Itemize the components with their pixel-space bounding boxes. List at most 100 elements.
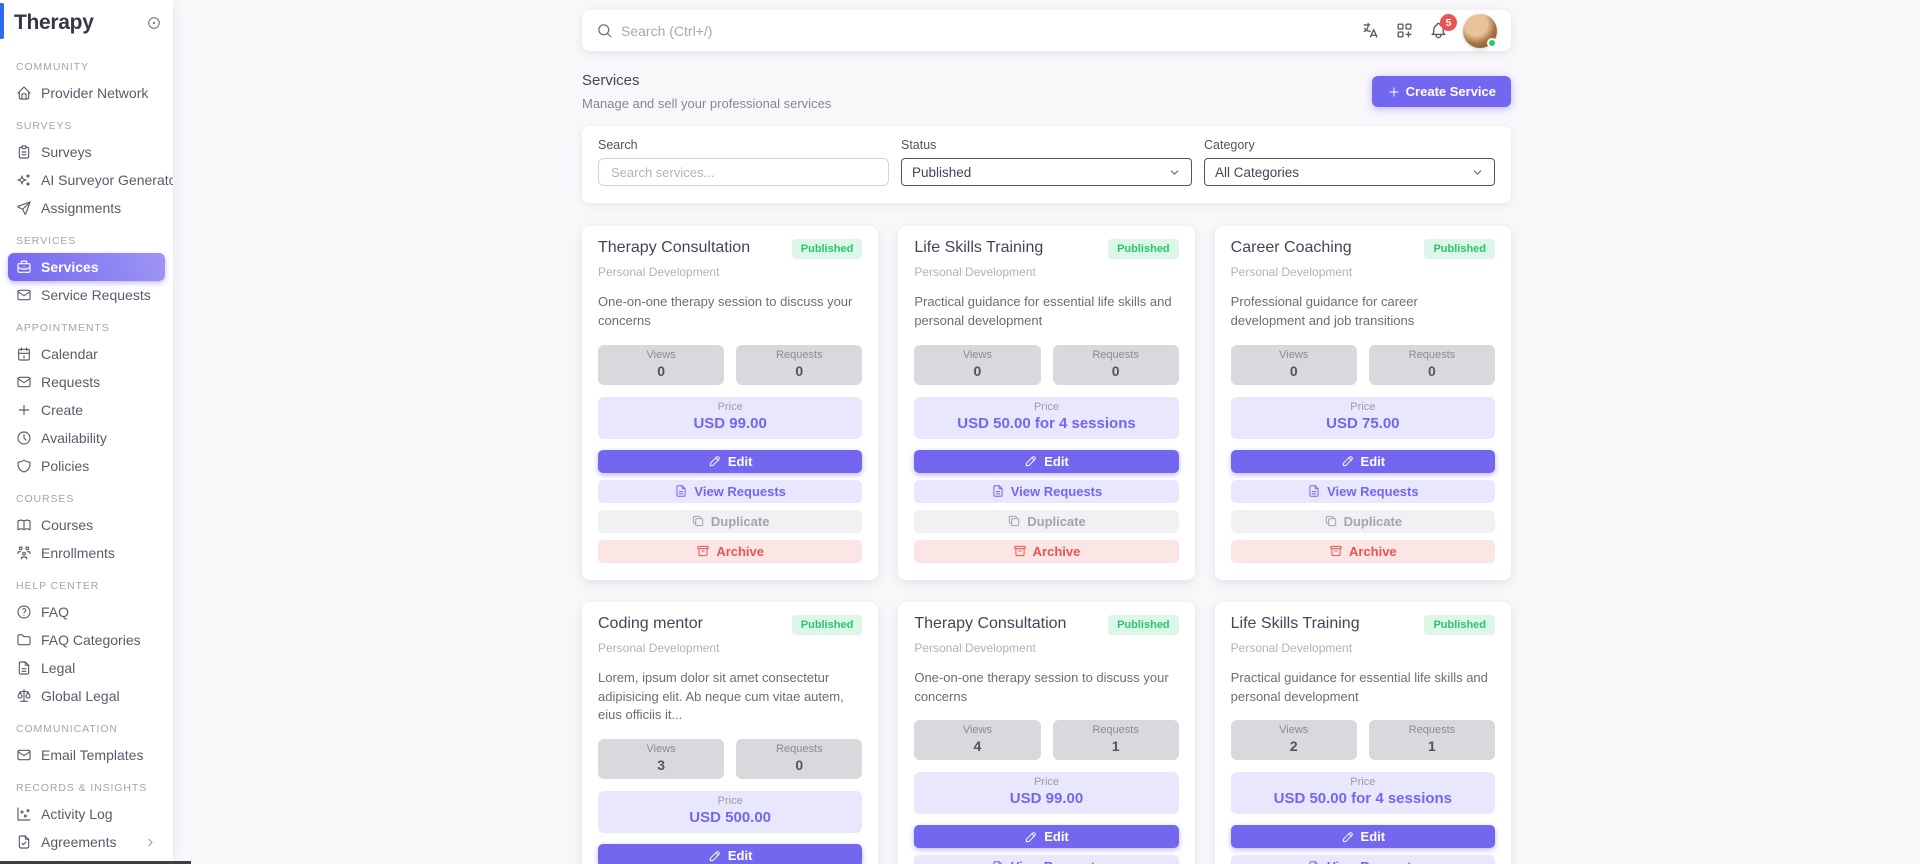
nav-section-title: APPOINTMENTS (16, 322, 110, 334)
sidebar-item-faq[interactable]: FAQ (8, 598, 165, 626)
views-stat: Views 2 (1230, 720, 1357, 761)
apps-grid-plus-icon[interactable] (1395, 21, 1414, 40)
sidebar-item-ai-surveyor-generator[interactable]: AI Surveyor Generator (8, 166, 173, 194)
sidebar-item-courses[interactable]: Courses (8, 511, 165, 539)
sidebar-item-email-templates[interactable]: Email Templates (8, 741, 165, 769)
nav-section: COMMUNITY Provider Network (8, 61, 165, 107)
service-category: Personal Development (914, 640, 1036, 655)
edit-button[interactable]: Edit (598, 844, 863, 864)
sidebar-item-legal[interactable]: Legal (8, 654, 165, 682)
sidebar-item-activity-log[interactable]: Activity Log (8, 800, 165, 828)
file-text-icon (991, 484, 1005, 498)
requests-value: 0 (795, 757, 804, 774)
category-select[interactable]: All Categories (1204, 158, 1495, 186)
sparkles-icon (16, 172, 32, 188)
shield-icon (16, 458, 32, 474)
view-requests-button[interactable]: View Requests (914, 479, 1179, 503)
service-description: Professional guidance for career develop… (1230, 294, 1418, 328)
views-value: 2 (1289, 738, 1298, 755)
edit-button[interactable]: Edit (914, 825, 1179, 849)
requests-stat: Requests 1 (1368, 720, 1495, 761)
global-search-input[interactable] (621, 22, 1353, 39)
sidebar-item-enrollments[interactable]: Enrollments (8, 539, 165, 567)
service-title: Therapy Consultation (914, 614, 1067, 632)
sidebar-item-service-requests[interactable]: Service Requests (8, 281, 165, 309)
service-title: Therapy Consultation (598, 239, 751, 256)
services-grid: Therapy Consultation Published Personal … (582, 226, 1511, 864)
page-title: Services (582, 72, 640, 89)
mail-icon (16, 747, 32, 763)
price-value: USD 99.00 (693, 414, 767, 432)
chevron-down-icon (1471, 166, 1484, 179)
status-select[interactable]: Published (901, 158, 1192, 186)
service-description: One-on-one therapy session to discuss yo… (598, 294, 853, 328)
sidebar-item-policies[interactable]: Policies (8, 452, 165, 480)
archive-button[interactable]: Archive (1230, 539, 1495, 563)
sidebar-item-label: Calendar (41, 346, 98, 362)
create-service-button[interactable]: Create Service (1371, 76, 1511, 107)
price-value: USD 99.00 (1009, 790, 1084, 808)
service-card: Life Skills Training Published Personal … (898, 226, 1195, 580)
archive-icon (1013, 544, 1027, 558)
sidebar-item-label: Activity Log (41, 806, 113, 822)
nav-section-title: COMMUNICATION (16, 723, 118, 735)
requests-value: 0 (1111, 362, 1120, 379)
views-stat: Views 0 (914, 344, 1041, 385)
services-search-input[interactable] (598, 158, 889, 186)
price-box: Price USD 75.00 (1230, 396, 1495, 439)
price-box: Price USD 99.00 (598, 396, 863, 439)
views-stat: Views 0 (598, 344, 725, 385)
sidebar-item-services[interactable]: Services (8, 253, 165, 281)
edit-button[interactable]: Edit (1230, 825, 1495, 849)
sidebar-item-label: Agreements (41, 834, 117, 850)
sidebar-item-availability[interactable]: Availability (8, 424, 165, 452)
sidebar-item-calendar[interactable]: Calendar (8, 340, 165, 368)
pencil-icon (1024, 830, 1038, 844)
sidebar-item-provider-network[interactable]: Provider Network (8, 79, 165, 107)
sidebar-item-faq-categories[interactable]: FAQ Categories (8, 626, 165, 654)
duplicate-button[interactable]: Duplicate (1230, 509, 1495, 533)
sidebar-item-label: Requests (41, 374, 101, 390)
duplicate-button[interactable]: Duplicate (598, 509, 863, 533)
avatar[interactable] (1463, 13, 1497, 48)
service-title: Coding mentor (598, 614, 703, 632)
view-requests-button[interactable]: View Requests (1230, 855, 1495, 864)
sidebar-collapse-icon[interactable] (147, 16, 161, 30)
sidebar-item-label: Courses (41, 517, 94, 533)
archive-button[interactable]: Archive (598, 539, 863, 563)
mail-icon (16, 287, 32, 303)
archive-button[interactable]: Archive (914, 539, 1179, 563)
edit-button[interactable]: Edit (1230, 449, 1495, 473)
requests-value: 0 (795, 362, 804, 379)
sidebar-item-global-legal[interactable]: Global Legal (8, 682, 165, 710)
sidebar-item-assignments[interactable]: Assignments (8, 194, 165, 222)
service-title: Life Skills Training (914, 239, 1044, 256)
sidebar-item-agreements[interactable]: Agreements (8, 828, 165, 856)
edit-button[interactable]: Edit (914, 449, 1179, 473)
views-value: 0 (973, 362, 982, 379)
plus-icon (16, 402, 32, 418)
status-badge: Published (791, 239, 863, 259)
edit-button[interactable]: Edit (598, 449, 863, 473)
sidebar-item-create[interactable]: Create (8, 396, 165, 424)
service-category: Personal Development (598, 640, 720, 655)
clock-icon (16, 430, 32, 446)
view-requests-button[interactable]: View Requests (914, 855, 1179, 864)
view-requests-button[interactable]: View Requests (598, 479, 863, 503)
sidebar-item-label: Legal (41, 660, 76, 676)
nav-section-title: RECORDS & INSIGHTS (16, 782, 148, 794)
view-requests-button[interactable]: View Requests (1230, 479, 1495, 503)
language-icon[interactable] (1361, 21, 1380, 40)
mail-icon (16, 374, 32, 390)
price-value: USD 500.00 (689, 809, 772, 827)
sidebar-item-surveys[interactable]: Surveys (8, 138, 165, 166)
duplicate-button[interactable]: Duplicate (914, 509, 1179, 533)
category-filter-label: Category (1204, 138, 1255, 152)
service-description: Lorem, ipsum dolor sit amet consectetur … (598, 669, 844, 723)
file-text-icon (16, 660, 32, 676)
logo-accent-bar (0, 3, 4, 39)
service-card: Coding mentor Published Personal Develop… (582, 601, 879, 864)
bell-icon[interactable]: 5 (1429, 14, 1457, 40)
sidebar-item-requests[interactable]: Requests (8, 368, 165, 396)
nav-section: RECORDS & INSIGHTS Activity Log Agreemen… (8, 782, 165, 856)
